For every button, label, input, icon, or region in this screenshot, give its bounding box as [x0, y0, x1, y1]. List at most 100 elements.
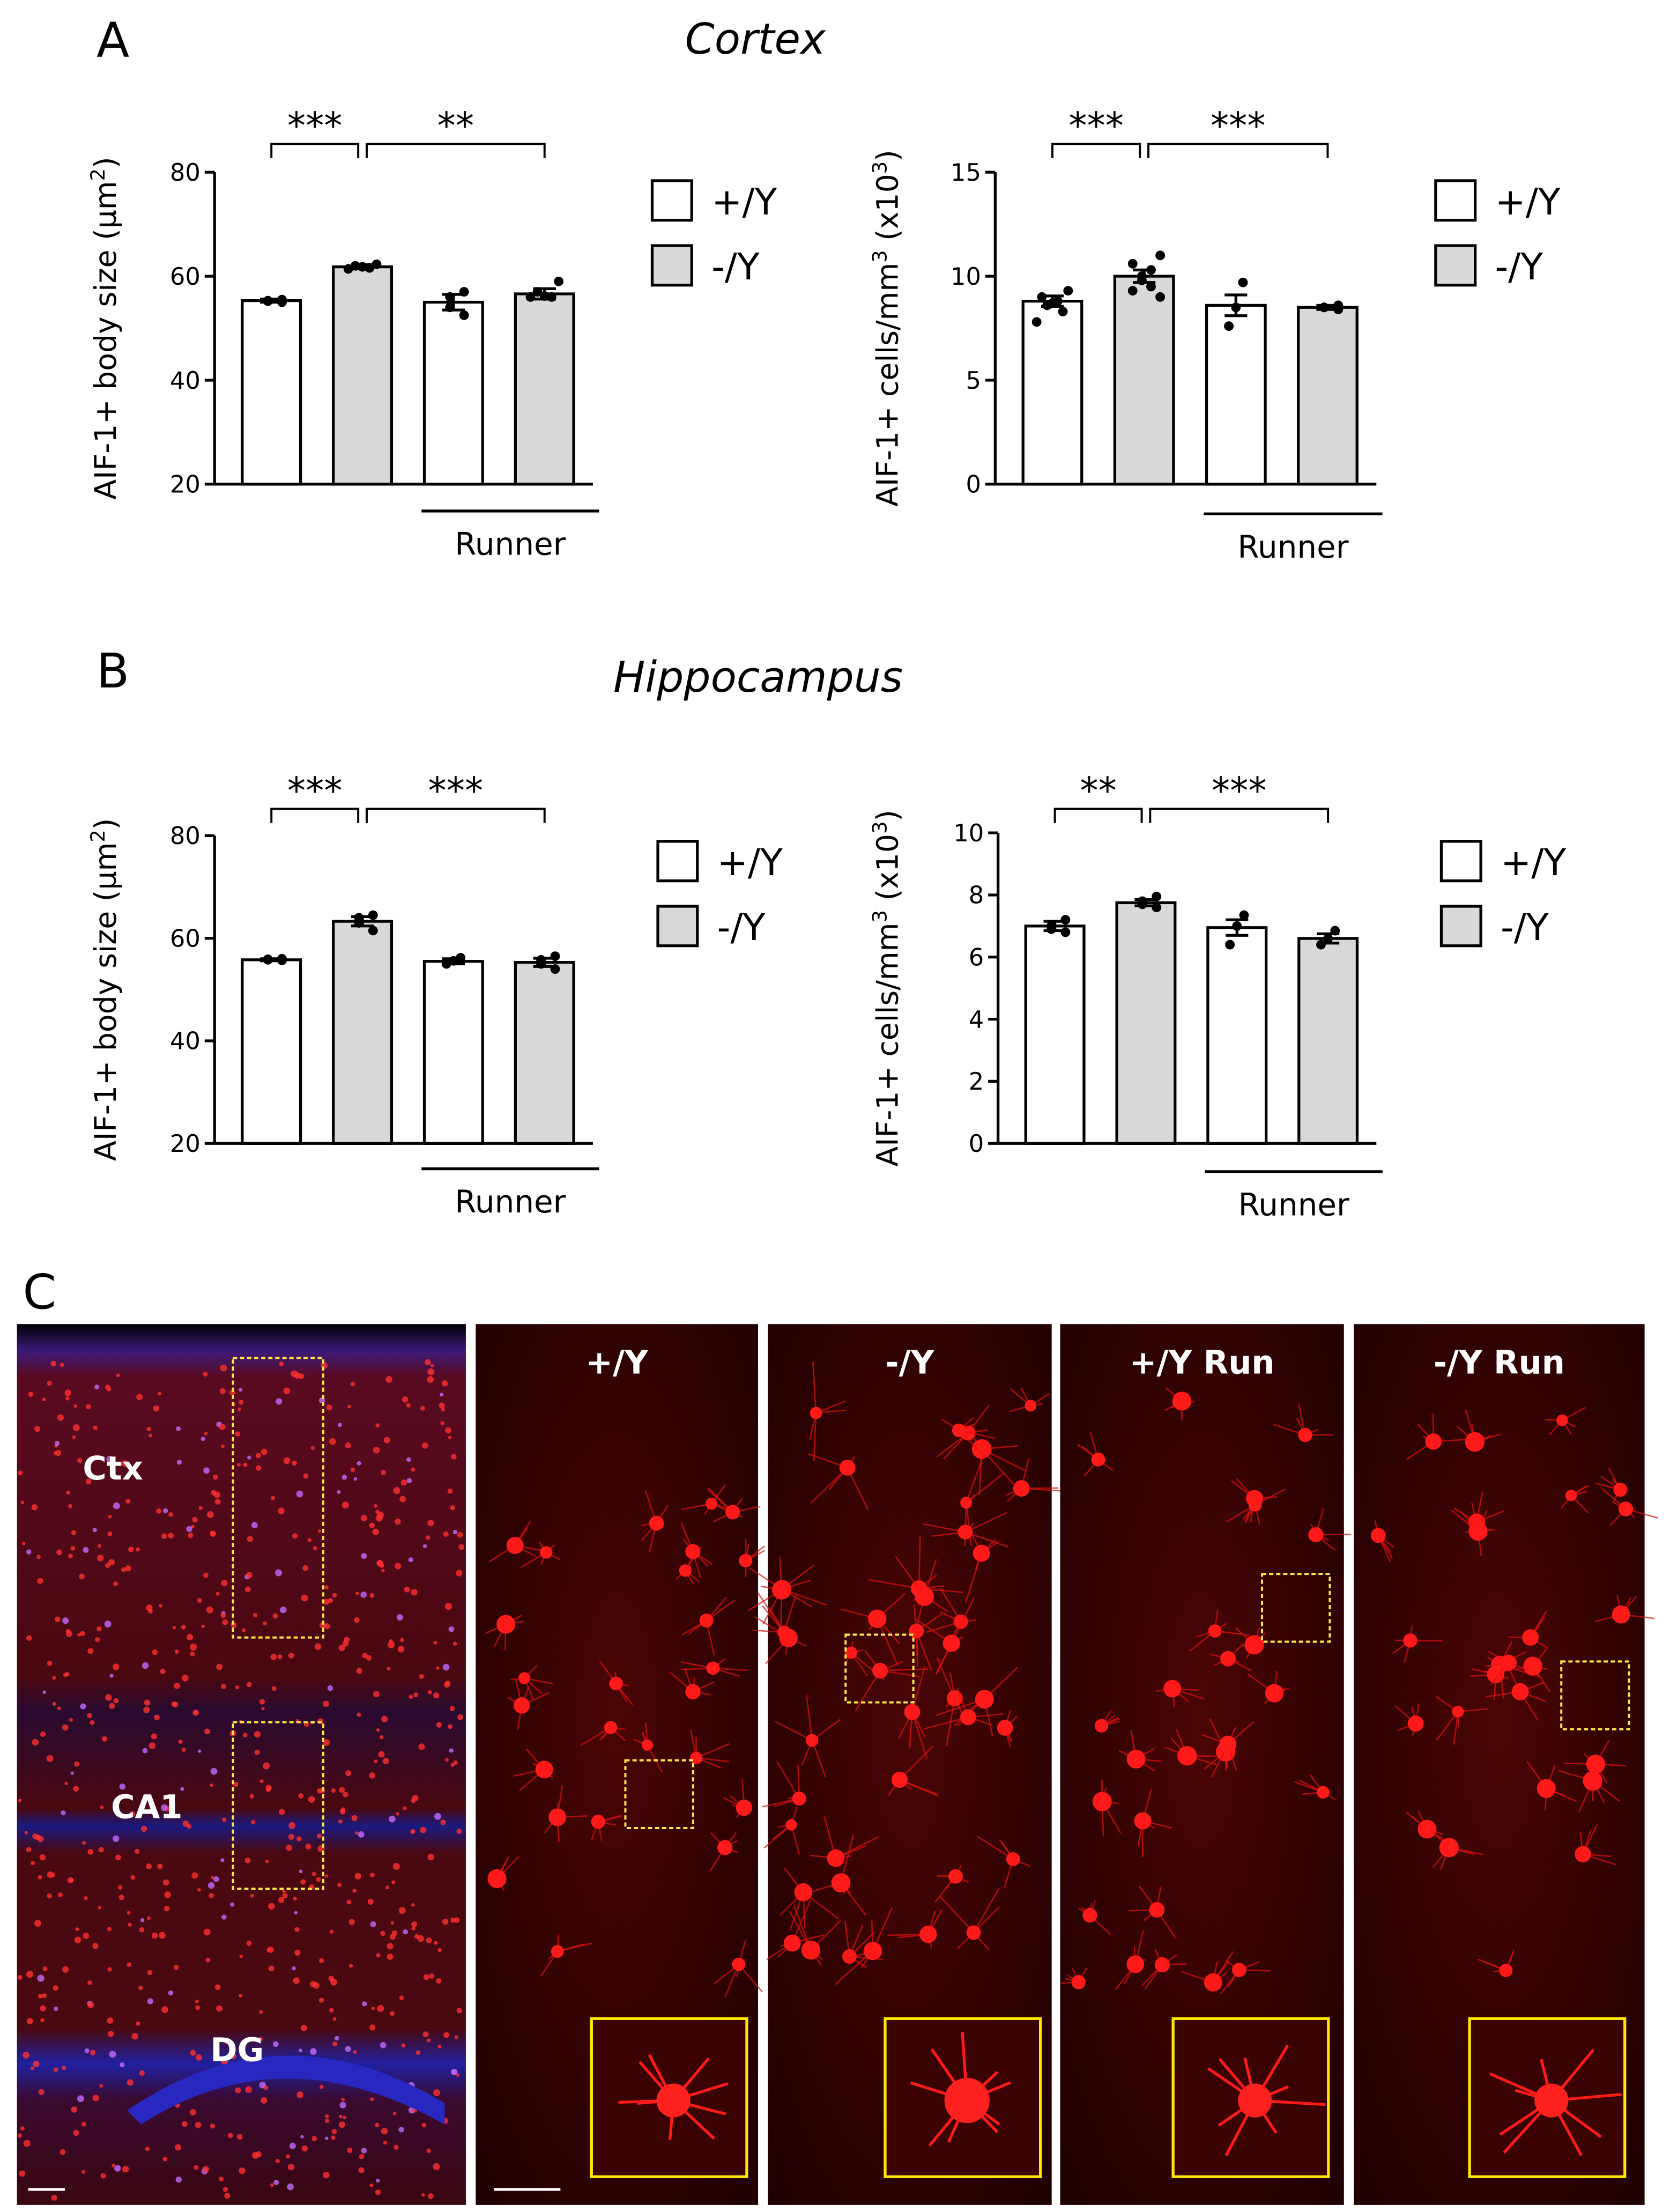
cell [173, 1964, 179, 1970]
microglia [1013, 1480, 1030, 1497]
microglia [1575, 1846, 1591, 1862]
data-point [263, 296, 273, 306]
bar [1024, 924, 1086, 1145]
cell [451, 2069, 456, 2074]
cell [187, 1824, 191, 1829]
microglia [1248, 1498, 1262, 1512]
cell [351, 1815, 358, 1822]
cell [411, 1903, 415, 1907]
cell [138, 1985, 143, 1991]
cell [109, 1703, 115, 1709]
cell [201, 1624, 205, 1628]
cell [203, 1572, 209, 1578]
cell [282, 1893, 288, 1899]
cell [299, 1869, 303, 1874]
cell [87, 1848, 94, 1855]
cell [411, 1921, 418, 1928]
cell [81, 2121, 86, 2127]
cell [329, 2008, 334, 2013]
cell [434, 1812, 442, 1820]
cell [52, 1676, 56, 1680]
cell [381, 1470, 386, 1475]
cell [82, 1841, 86, 1845]
cell [68, 1553, 73, 1559]
cell [136, 1547, 140, 1552]
roi-box [1560, 1660, 1630, 1730]
cell [24, 1831, 28, 1834]
microglia [609, 1676, 623, 1691]
cell [122, 1460, 129, 1467]
cell [383, 2140, 388, 2145]
microglia [919, 1926, 937, 1943]
cell [83, 1933, 90, 1939]
cell [129, 1811, 136, 1817]
cell [288, 1822, 295, 1829]
cell [410, 1830, 414, 1834]
cell [86, 1404, 91, 1410]
cell [272, 1613, 278, 1619]
bar [422, 960, 484, 1145]
cell [251, 1522, 258, 1529]
cell [443, 2032, 450, 2038]
microglia [1612, 1605, 1630, 1624]
cell [319, 2084, 324, 2089]
cell [305, 1844, 311, 1850]
cell [403, 1806, 407, 1810]
microglia [535, 1760, 553, 1779]
cell [441, 1380, 448, 1387]
panel-label: C [23, 1264, 56, 1320]
cell [53, 1985, 58, 1991]
group-label: Runner [455, 526, 566, 563]
cell [147, 1970, 153, 1976]
cell [74, 1761, 80, 1767]
microglia [1522, 1629, 1539, 1646]
cell [314, 1643, 322, 1650]
cell [224, 2193, 231, 2199]
microglia [1537, 1779, 1556, 1798]
cell [34, 1426, 40, 1432]
cell [403, 1929, 409, 1935]
cell [121, 1567, 126, 1572]
cell [293, 1977, 300, 1984]
data-point [1060, 915, 1071, 925]
cell [26, 2018, 33, 2024]
cell [239, 2167, 246, 2174]
cell [338, 1819, 343, 1824]
microglia [1204, 1973, 1222, 1992]
cell [168, 1512, 173, 1517]
cell [261, 1706, 265, 1711]
y-axis-label-part: AIF-1+ body size (µm [89, 181, 123, 499]
cell [299, 1373, 305, 1379]
microglia [496, 1615, 515, 1634]
legend-swatch [1434, 244, 1477, 287]
cell [147, 1916, 151, 1920]
data-point [1224, 321, 1234, 331]
cell [253, 1612, 258, 1618]
cell [278, 1897, 285, 1903]
cell [456, 1829, 462, 1834]
cell [191, 1872, 198, 1879]
cell [31, 1504, 38, 1511]
process [939, 1895, 974, 1933]
significance-bracket [365, 808, 546, 823]
cell [276, 1398, 283, 1405]
data-point [441, 959, 451, 969]
cell [261, 1448, 268, 1455]
cell [427, 1853, 434, 1861]
cell [176, 1426, 181, 1431]
microglia [1511, 1683, 1529, 1700]
microglia [1126, 1955, 1145, 1973]
cell [216, 2005, 223, 2012]
cell [355, 1592, 359, 1595]
cell [456, 2073, 460, 2077]
cell [210, 1783, 213, 1787]
data-point [1146, 265, 1156, 275]
data-point [532, 287, 543, 297]
cell [17, 2133, 23, 2138]
microglia [1452, 1706, 1464, 1718]
significance-bracket [270, 808, 360, 823]
cell [77, 1633, 81, 1637]
group-label: Runner [455, 1183, 566, 1220]
cell [316, 1877, 321, 1882]
microglia [1317, 1786, 1330, 1799]
